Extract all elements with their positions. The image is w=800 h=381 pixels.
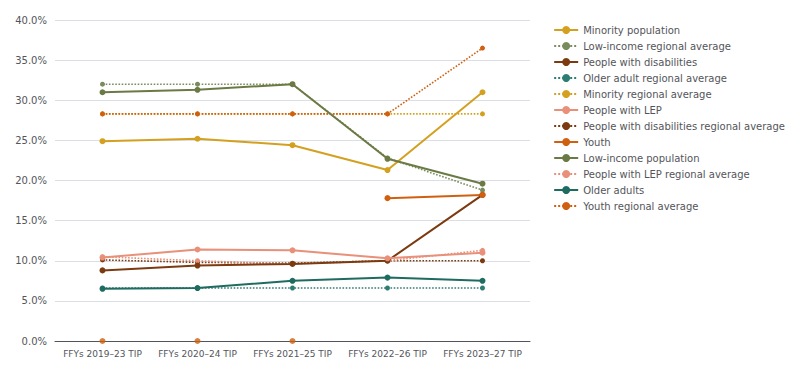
svg-text:0.0%: 0.0% [22, 336, 47, 347]
svg-text:10.0%: 10.0% [15, 255, 47, 266]
svg-text:30.0%: 30.0% [15, 95, 47, 106]
svg-text:20.0%: 20.0% [15, 175, 47, 186]
svg-text:People with LEP: People with LEP [583, 105, 662, 116]
svg-text:Youth: Youth [582, 137, 611, 148]
svg-text:5.0%: 5.0% [22, 295, 47, 306]
svg-text:FFYs 2021–25 TIP: FFYs 2021–25 TIP [253, 349, 332, 359]
svg-text:FFYs 2020–24 TIP: FFYs 2020–24 TIP [158, 349, 237, 359]
svg-text:People with disabilities regio: People with disabilities regional averag… [583, 121, 785, 132]
svg-text:Older adults: Older adults [583, 185, 644, 196]
svg-text:25.0%: 25.0% [15, 135, 47, 146]
svg-text:People with LEP regional avera: People with LEP regional average [583, 169, 750, 180]
svg-text:FFYs 2022–26 TIP: FFYs 2022–26 TIP [348, 349, 427, 359]
svg-text:40.0%: 40.0% [15, 15, 47, 26]
svg-text:35.0%: 35.0% [15, 55, 47, 66]
svg-text:Low-income population: Low-income population [583, 153, 699, 164]
svg-text:People with disabilities: People with disabilities [583, 57, 697, 68]
svg-text:FFYs 2019–23 TIP: FFYs 2019–23 TIP [63, 349, 142, 359]
svg-text:Older adult regional average: Older adult regional average [583, 73, 727, 84]
svg-text:Low-income regional average: Low-income regional average [583, 41, 731, 52]
svg-text:15.0%: 15.0% [15, 215, 47, 226]
svg-text:Minority regional average: Minority regional average [583, 89, 711, 100]
svg-text:FFYs 2023–27 TIP: FFYs 2023–27 TIP [443, 349, 522, 359]
svg-text:Youth regional average: Youth regional average [582, 201, 698, 212]
svg-text:Minority population: Minority population [583, 25, 680, 36]
